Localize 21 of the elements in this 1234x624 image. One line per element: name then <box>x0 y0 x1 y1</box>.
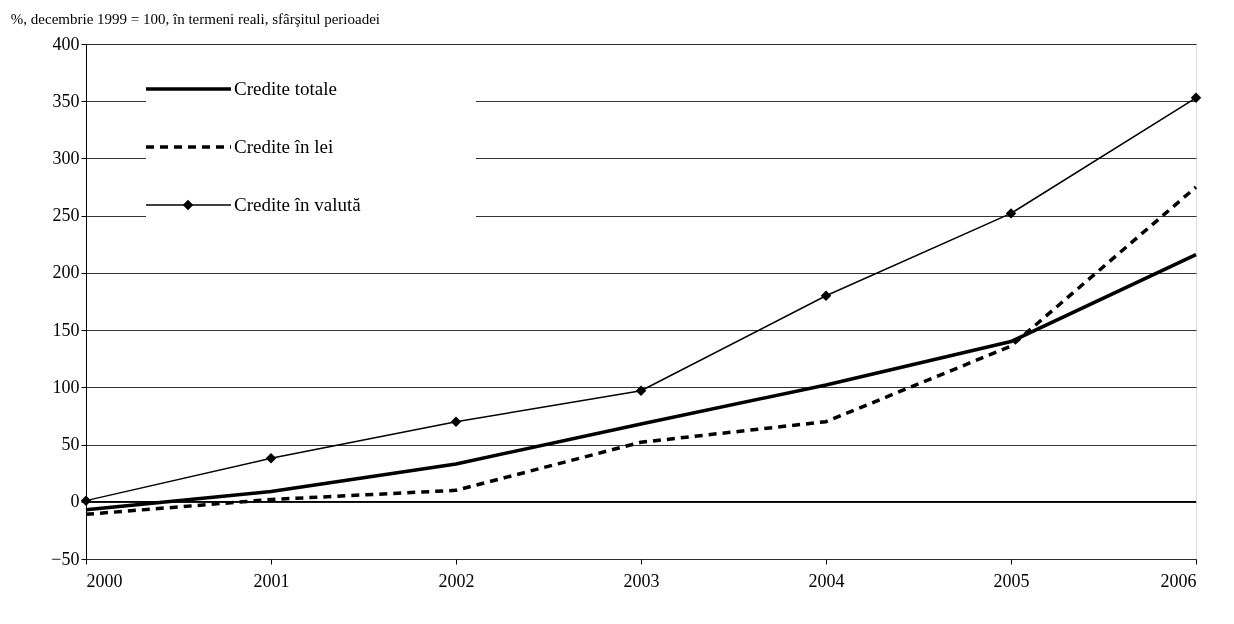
x-tick-label: 2006 <box>1160 570 1197 591</box>
y-tick-label: 0 <box>70 491 80 512</box>
x-tick-label: 2005 <box>993 570 1030 591</box>
y-tick-label: 350 <box>52 90 80 111</box>
x-tick-label: 2002 <box>438 570 475 591</box>
legend-label: Credite totale <box>234 78 337 99</box>
y-tick-label: 50 <box>61 434 80 455</box>
y-tick-label: −50 <box>51 548 80 569</box>
y-tick-label: 100 <box>52 376 80 397</box>
x-tick-label: 2003 <box>623 570 660 591</box>
legend-label: Credite în valută <box>234 194 362 215</box>
y-axis-title: %, decembrie 1999 = 100, în termeni reali, sfârşitul perioadei <box>10 11 381 27</box>
x-tick-label: 2001 <box>253 570 290 591</box>
x-tick-label: 2004 <box>808 570 845 591</box>
legend-label: Credite în lei <box>234 136 334 157</box>
y-tick-label: 400 <box>52 33 80 54</box>
y-tick-label: 300 <box>52 147 80 168</box>
y-tick-label: 150 <box>52 319 80 340</box>
y-tick-label: 250 <box>52 205 80 226</box>
y-tick-label: 200 <box>52 262 80 283</box>
x-tick-label: 2000 <box>86 570 123 591</box>
